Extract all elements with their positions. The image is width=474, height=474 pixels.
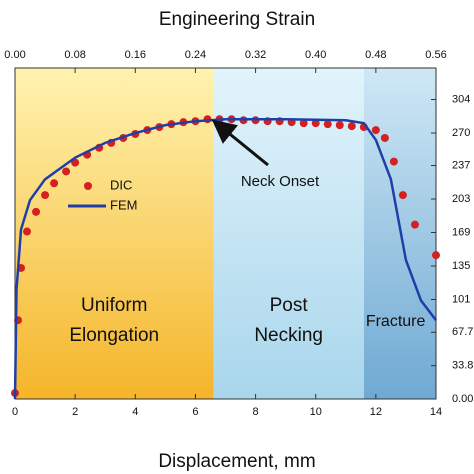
y2-tick-label: 237	[452, 159, 470, 171]
x-tick-label: 10	[310, 406, 322, 418]
x2-tick-label: 0.24	[185, 49, 206, 61]
x2-tick-label: 0.16	[125, 49, 146, 61]
dic-point	[371, 126, 380, 135]
annotation-arrow	[211, 119, 269, 167]
dic-point	[62, 167, 71, 176]
y2-tick-label: 0.00	[452, 393, 473, 405]
y2-tick-label: 67.7	[452, 326, 473, 338]
annotation: Neck Onset	[241, 173, 320, 190]
dic-point	[432, 251, 440, 260]
dic-point	[380, 133, 389, 142]
x-axis-label: Displacement, mm	[158, 451, 315, 472]
region-label: Uniform	[81, 295, 148, 316]
y2-tick-label: 270	[452, 127, 470, 139]
dic-point	[323, 120, 332, 129]
region-label: Necking	[254, 325, 323, 346]
dic-point	[311, 119, 320, 128]
dic-point	[335, 121, 344, 130]
dic-point	[50, 179, 59, 188]
legend-label: FEM	[110, 197, 137, 212]
legend-label: DIC	[110, 177, 132, 192]
region	[15, 68, 214, 399]
region	[213, 68, 364, 399]
dic-point	[23, 227, 32, 236]
dic-point	[398, 191, 407, 200]
x-tick-label: 4	[132, 406, 138, 418]
region-label: Post	[270, 295, 309, 316]
y2-tick-label: 304	[452, 93, 470, 105]
x2-tick-label: 0.00	[4, 49, 25, 61]
dic-point	[41, 191, 50, 200]
region-label: Elongation	[69, 325, 159, 346]
x2-tick-label: 0.56	[425, 49, 446, 61]
dic-point	[389, 157, 398, 166]
x-tick-label: 14	[430, 406, 442, 418]
title: Engineering Strain	[159, 9, 315, 30]
x-tick-label: 0	[12, 406, 18, 418]
x-tick-label: 6	[192, 406, 198, 418]
dic-point	[299, 119, 308, 128]
x2-tick-label: 0.08	[64, 49, 85, 61]
y2-tick-label: 33.8	[452, 360, 473, 372]
dic-point	[347, 122, 356, 131]
y2-tick-label: 101	[452, 293, 470, 305]
legend-swatch	[84, 182, 92, 190]
dic-point	[32, 207, 41, 216]
x-tick-label: 8	[253, 406, 259, 418]
x2-tick-label: 0.48	[365, 49, 386, 61]
y2-tick-label: 169	[452, 226, 470, 238]
y2-tick-label: 135	[452, 260, 470, 272]
x-tick-label: 2	[72, 406, 78, 418]
x2-tick-label: 0.32	[245, 49, 266, 61]
y2-tick-label: 203	[452, 193, 470, 205]
fem-line	[13, 117, 437, 400]
region-label: Fracture	[366, 313, 426, 330]
x2-tick-label: 0.40	[305, 49, 326, 61]
x-tick-label: 12	[370, 406, 382, 418]
dic-point	[410, 220, 419, 229]
plot-frame	[14, 67, 437, 400]
